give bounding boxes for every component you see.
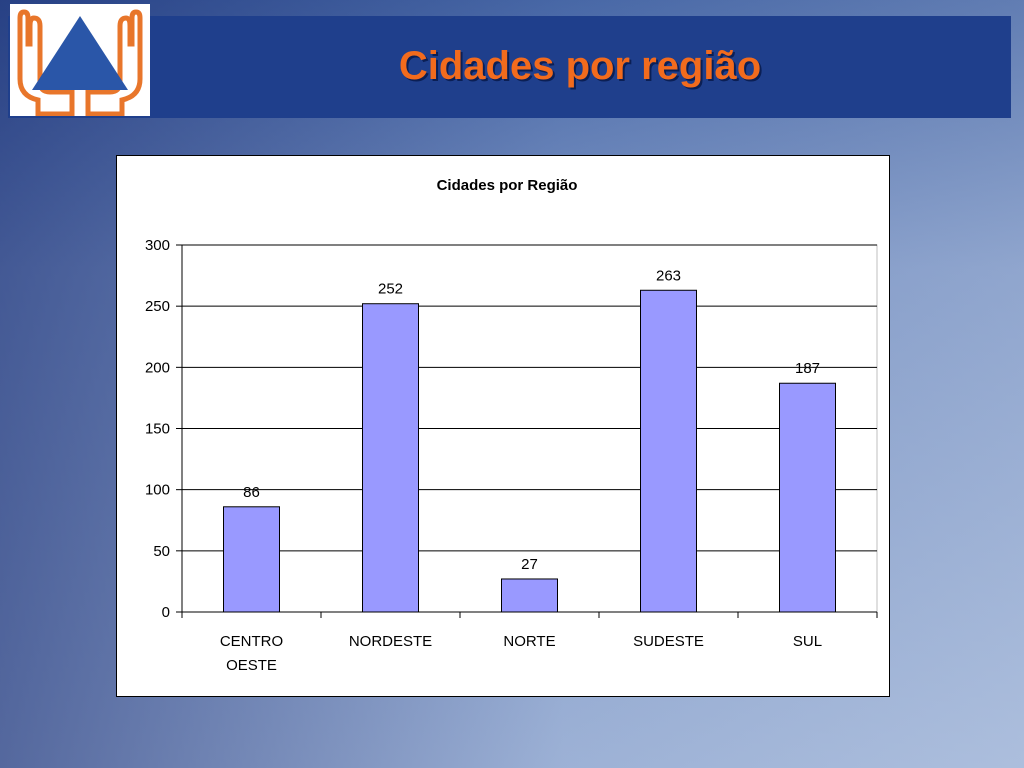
bar bbox=[779, 382, 836, 613]
y-tick-label: 250 bbox=[145, 298, 170, 315]
chart-title: Cidades por Região bbox=[437, 177, 578, 194]
data-label: 27 bbox=[521, 556, 538, 573]
x-category-label: OESTE bbox=[226, 657, 277, 674]
data-label: 86 bbox=[243, 484, 260, 501]
x-category-label: NORDESTE bbox=[349, 633, 432, 650]
data-label: 252 bbox=[378, 281, 403, 298]
bar bbox=[362, 303, 419, 613]
header-band bbox=[8, 16, 1011, 118]
bar-chart: Cidades por Região 86 CENTRO OESTE 252 NORDE… bbox=[145, 177, 878, 674]
data-label: 187 bbox=[795, 360, 820, 377]
y-tick-label: 50 bbox=[153, 543, 170, 560]
civil-defense-hands-triangle-icon bbox=[17, 9, 143, 117]
y-tick-label: 150 bbox=[145, 421, 170, 438]
y-tick-label: 100 bbox=[145, 482, 170, 499]
bar bbox=[223, 506, 280, 613]
x-category-label: SUDESTE bbox=[633, 633, 704, 650]
chart-frame: Cidades por Região 86 CENTRO OESTE 252 NORDE… bbox=[116, 155, 890, 697]
slide-title: Cidades por região bbox=[398, 44, 762, 88]
y-tick-label: 300 bbox=[145, 237, 170, 254]
x-category-label: NORTE bbox=[503, 633, 555, 650]
y-tick-label: 200 bbox=[145, 359, 170, 376]
logo bbox=[10, 4, 150, 117]
x-category-label: SUL bbox=[793, 633, 822, 650]
bar bbox=[640, 289, 697, 613]
data-label: 263 bbox=[656, 267, 681, 284]
x-category-label: CENTRO bbox=[220, 633, 283, 650]
y-tick-label: 0 bbox=[162, 604, 170, 621]
bar bbox=[501, 578, 558, 613]
